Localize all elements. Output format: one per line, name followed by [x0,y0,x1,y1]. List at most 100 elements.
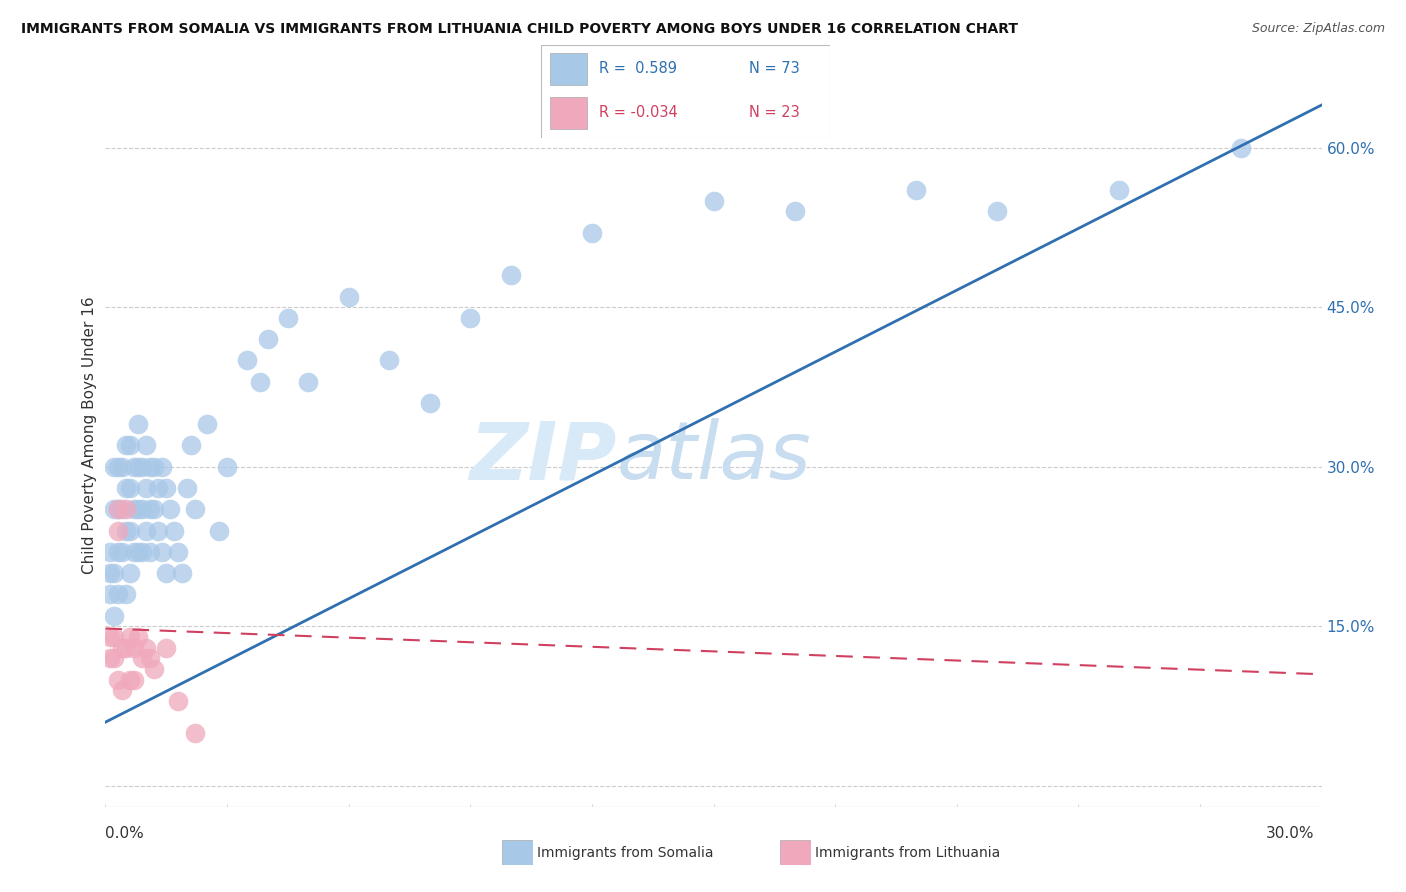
Text: Immigrants from Lithuania: Immigrants from Lithuania [815,846,1001,860]
Point [103,630,125,644]
Point [111,502,134,516]
Point [139,502,162,516]
Point [127,417,149,432]
Point [107,545,129,559]
Point [150,545,173,559]
Point [337,289,360,303]
Point [146,524,169,538]
Point [1108,183,1130,197]
Point [208,524,231,538]
Point [127,459,149,474]
Point [107,502,129,516]
Point [118,481,141,495]
Point [127,545,149,559]
Point [135,524,157,538]
Point [107,587,129,601]
Point [236,353,259,368]
Point [986,204,1008,219]
Point [131,502,153,516]
Point [277,310,299,325]
Point [114,502,136,516]
Point [458,310,481,325]
Text: N = 23: N = 23 [749,105,800,120]
Point [103,651,125,665]
Point [146,481,169,495]
Text: 0.0%: 0.0% [105,827,145,841]
Text: Immigrants from Somalia: Immigrants from Somalia [537,846,714,860]
Point [1229,140,1251,154]
Point [118,630,141,644]
Point [702,194,725,208]
Point [139,545,162,559]
Point [155,481,177,495]
Point [122,673,145,687]
Point [143,459,166,474]
Point [180,438,202,452]
Point [114,587,136,601]
Text: IMMIGRANTS FROM SOMALIA VS IMMIGRANTS FROM LITHUANIA CHILD POVERTY AMONG BOYS UN: IMMIGRANTS FROM SOMALIA VS IMMIGRANTS FR… [21,22,1018,37]
Point [98,566,121,581]
Point [143,662,166,676]
Point [111,545,134,559]
Point [131,545,153,559]
Point [127,502,149,516]
Text: 30.0%: 30.0% [1267,827,1315,841]
Text: atlas: atlas [616,418,811,496]
Point [499,268,522,283]
Point [581,226,603,240]
Text: ZIP: ZIP [468,418,616,496]
Point [122,545,145,559]
Point [114,524,136,538]
Point [419,396,441,410]
Point [183,502,205,516]
Point [172,566,194,581]
Point [297,375,319,389]
Point [107,459,129,474]
Point [905,183,928,197]
Point [111,459,134,474]
Point [118,566,141,581]
Text: Source: ZipAtlas.com: Source: ZipAtlas.com [1251,22,1385,36]
Point [217,459,239,474]
Point [98,587,121,601]
Point [256,332,278,346]
Point [114,481,136,495]
Point [143,502,166,516]
Point [103,459,125,474]
Point [98,545,121,559]
Point [159,502,181,516]
Point [139,651,162,665]
FancyBboxPatch shape [502,840,533,865]
Point [176,481,198,495]
Point [167,545,190,559]
Point [118,524,141,538]
Point [163,524,186,538]
Point [249,375,271,389]
Point [155,566,177,581]
Point [195,417,218,432]
Point [122,502,145,516]
Point [114,438,136,452]
Point [135,640,157,655]
Point [127,630,149,644]
Point [150,459,173,474]
Y-axis label: Child Poverty Among Boys Under 16: Child Poverty Among Boys Under 16 [82,296,97,574]
Point [783,204,806,219]
Text: N = 73: N = 73 [749,62,800,77]
Point [103,608,125,623]
Point [98,630,121,644]
Point [114,640,136,655]
Point [183,726,205,740]
Point [103,566,125,581]
Point [111,683,134,698]
Point [135,481,157,495]
Point [107,524,129,538]
Point [98,651,121,665]
Point [139,459,162,474]
Point [135,438,157,452]
Point [378,353,401,368]
Point [131,651,153,665]
FancyBboxPatch shape [780,840,811,865]
Point [122,459,145,474]
Point [155,640,177,655]
